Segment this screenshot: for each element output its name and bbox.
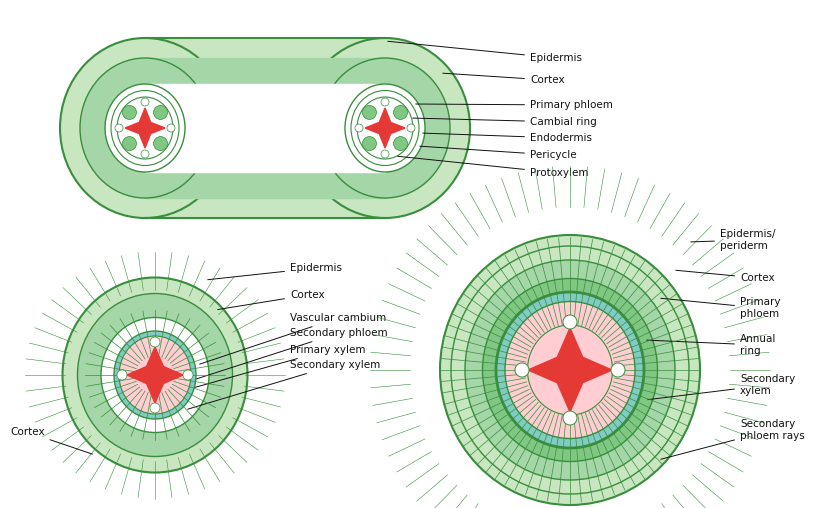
Text: Secondary xylem: Secondary xylem <box>188 360 381 409</box>
Text: Epidermis/
periderm: Epidermis/ periderm <box>691 229 775 251</box>
Polygon shape <box>127 347 183 403</box>
Ellipse shape <box>451 246 689 494</box>
Circle shape <box>150 403 160 413</box>
Circle shape <box>381 150 389 158</box>
Text: Vascular cambium: Vascular cambium <box>199 313 386 364</box>
Polygon shape <box>145 38 385 218</box>
Polygon shape <box>125 108 165 148</box>
Ellipse shape <box>117 97 173 159</box>
Ellipse shape <box>77 294 233 457</box>
Ellipse shape <box>362 106 376 119</box>
Text: Cortex: Cortex <box>218 290 325 309</box>
Ellipse shape <box>345 84 425 172</box>
Circle shape <box>167 124 175 132</box>
Circle shape <box>381 98 389 106</box>
Ellipse shape <box>496 292 644 448</box>
Ellipse shape <box>101 318 209 432</box>
Ellipse shape <box>62 277 248 472</box>
Ellipse shape <box>154 106 168 119</box>
Ellipse shape <box>119 336 191 414</box>
Ellipse shape <box>465 260 675 480</box>
Text: Cortex: Cortex <box>443 73 564 85</box>
Ellipse shape <box>111 90 179 166</box>
Text: Epidermis: Epidermis <box>388 41 582 63</box>
Ellipse shape <box>351 90 419 166</box>
Ellipse shape <box>114 331 196 419</box>
Polygon shape <box>528 328 612 412</box>
Ellipse shape <box>320 58 450 198</box>
Ellipse shape <box>122 106 136 119</box>
Text: Secondary
phloem rays: Secondary phloem rays <box>661 419 804 459</box>
Ellipse shape <box>362 137 376 150</box>
Circle shape <box>563 315 577 329</box>
Text: Secondary phloem: Secondary phloem <box>195 328 387 379</box>
Circle shape <box>515 363 529 377</box>
Circle shape <box>150 337 160 347</box>
Ellipse shape <box>122 137 136 150</box>
Polygon shape <box>365 108 405 148</box>
Circle shape <box>115 124 123 132</box>
Ellipse shape <box>300 38 470 218</box>
Text: Secondary
xylem: Secondary xylem <box>647 374 795 400</box>
Text: Cambial ring: Cambial ring <box>413 117 597 127</box>
Text: Epidermis: Epidermis <box>208 263 342 280</box>
Ellipse shape <box>105 84 185 172</box>
Ellipse shape <box>394 106 407 119</box>
Ellipse shape <box>154 137 168 150</box>
Circle shape <box>611 363 625 377</box>
Circle shape <box>141 150 149 158</box>
Ellipse shape <box>394 137 407 150</box>
Text: Endodermis: Endodermis <box>423 133 592 143</box>
Circle shape <box>563 411 577 425</box>
Text: Annual
ring: Annual ring <box>647 334 776 356</box>
Circle shape <box>117 370 127 380</box>
Text: Primary
phloem: Primary phloem <box>661 297 780 319</box>
Ellipse shape <box>505 302 635 438</box>
Circle shape <box>407 124 415 132</box>
Circle shape <box>183 370 193 380</box>
Ellipse shape <box>357 97 413 159</box>
Ellipse shape <box>60 38 230 218</box>
Ellipse shape <box>528 325 612 415</box>
Text: Cortex: Cortex <box>10 427 92 454</box>
Ellipse shape <box>80 58 210 198</box>
Text: Primary xylem: Primary xylem <box>178 345 366 392</box>
Ellipse shape <box>483 278 657 461</box>
Ellipse shape <box>440 235 700 505</box>
Text: Primary phloem: Primary phloem <box>416 100 613 110</box>
Circle shape <box>141 98 149 106</box>
Text: Pericycle: Pericycle <box>420 146 577 160</box>
Text: Protoxylem: Protoxylem <box>398 156 588 178</box>
Text: Cortex: Cortex <box>676 270 774 283</box>
Circle shape <box>355 124 363 132</box>
